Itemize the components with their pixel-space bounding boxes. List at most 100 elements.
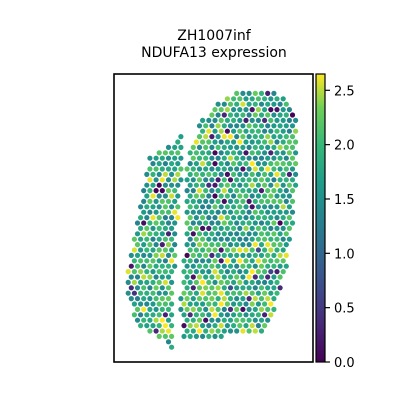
expression-spot: [184, 252, 190, 258]
expression-spot: [237, 269, 243, 275]
expression-spot: [138, 269, 144, 275]
expression-spot: [274, 279, 280, 285]
expression-spot: [200, 225, 206, 231]
expression-spot: [206, 258, 212, 264]
expression-spot: [252, 285, 258, 291]
expression-spot: [172, 166, 178, 172]
expression-spot: [218, 193, 224, 199]
expression-spot: [265, 112, 271, 118]
expression-spot: [268, 128, 274, 134]
expression-spot: [277, 177, 283, 183]
expression-spot: [141, 242, 147, 248]
expression-spot: [169, 182, 175, 188]
expression-spot: [243, 107, 249, 113]
expression-spot: [165, 285, 172, 291]
expression-spot: [209, 317, 215, 323]
expression-spot: [237, 301, 243, 307]
expression-spot: [224, 225, 230, 231]
expression-spot: [209, 198, 215, 204]
expression-spot: [175, 204, 181, 210]
expression-spot: [280, 171, 286, 177]
expression-spot: [162, 312, 168, 318]
expression-spot: [289, 188, 296, 194]
expression-spot: [262, 312, 268, 318]
expression-spot: [206, 117, 212, 123]
expression-spot: [215, 285, 221, 291]
expression-spot: [289, 134, 296, 140]
expression-spot: [206, 139, 212, 145]
expression-spot: [221, 112, 227, 118]
expression-spot: [172, 198, 178, 204]
expression-spot: [231, 150, 237, 156]
colorbar-tick-label: 2.5: [334, 84, 355, 99]
expression-spot: [206, 171, 212, 177]
expression-spot: [234, 155, 240, 161]
expression-spot: [268, 258, 274, 264]
expression-spot: [184, 198, 190, 204]
expression-spot: [280, 128, 286, 134]
expression-spot: [271, 90, 277, 96]
expression-spot: [252, 328, 258, 334]
expression-spot: [231, 225, 237, 231]
expression-spot: [258, 285, 265, 291]
expression-spot: [159, 231, 165, 237]
expression-spot: [224, 215, 230, 221]
expression-spot: [218, 225, 224, 231]
expression-spot: [246, 274, 252, 280]
expression-spot: [280, 161, 286, 167]
expression-spot: [156, 204, 162, 210]
expression-spot: [218, 269, 224, 275]
expression-spot: [249, 96, 255, 102]
expression-spot: [249, 117, 255, 123]
expression-spot: [268, 225, 274, 231]
expression-spot: [190, 155, 196, 161]
expression-spot: [153, 317, 159, 323]
expression-spot: [141, 220, 147, 226]
expression-spot: [184, 188, 190, 194]
expression-spot: [218, 171, 224, 177]
expression-spot: [144, 323, 150, 329]
expression-spot: [215, 188, 221, 194]
expression-spot: [138, 258, 144, 264]
expression-spot: [162, 269, 168, 275]
expression-spot: [141, 296, 147, 302]
expression-spot: [274, 117, 280, 123]
expression-spot: [234, 198, 240, 204]
expression-spot: [286, 236, 292, 242]
expression-spot: [212, 182, 218, 188]
expression-spot: [234, 123, 240, 129]
expression-spot: [252, 101, 258, 107]
expression-spot: [212, 225, 218, 231]
expression-spot: [227, 296, 234, 302]
expression-spot: [156, 279, 162, 285]
expression-spot: [200, 247, 206, 253]
expression-spot: [212, 279, 218, 285]
expression-spot: [162, 182, 168, 188]
expression-spot: [200, 333, 206, 339]
expression-spot: [265, 123, 271, 129]
expression-spot: [128, 285, 134, 291]
expression-spot: [246, 242, 252, 248]
expression-spot: [165, 188, 172, 194]
expression-spot: [206, 204, 212, 210]
expression-spot: [215, 101, 221, 107]
expression-spot: [227, 231, 234, 237]
expression-spot: [138, 312, 144, 318]
expression-spot: [237, 247, 243, 253]
expression-spot: [262, 117, 268, 123]
expression-spot: [206, 323, 212, 329]
expression-spot: [175, 139, 181, 145]
expression-spot: [181, 290, 187, 296]
expression-spot: [246, 177, 252, 183]
expression-spot: [271, 101, 277, 107]
expression-spot: [227, 166, 234, 172]
expression-spot: [193, 269, 199, 275]
expression-spot: [203, 231, 209, 237]
expression-spot: [274, 128, 280, 134]
expression-spot: [165, 166, 172, 172]
expression-spot: [144, 312, 150, 318]
expression-spot: [159, 285, 165, 291]
expression-spot: [169, 236, 175, 242]
expression-spot: [175, 215, 181, 221]
expression-spot: [221, 155, 227, 161]
